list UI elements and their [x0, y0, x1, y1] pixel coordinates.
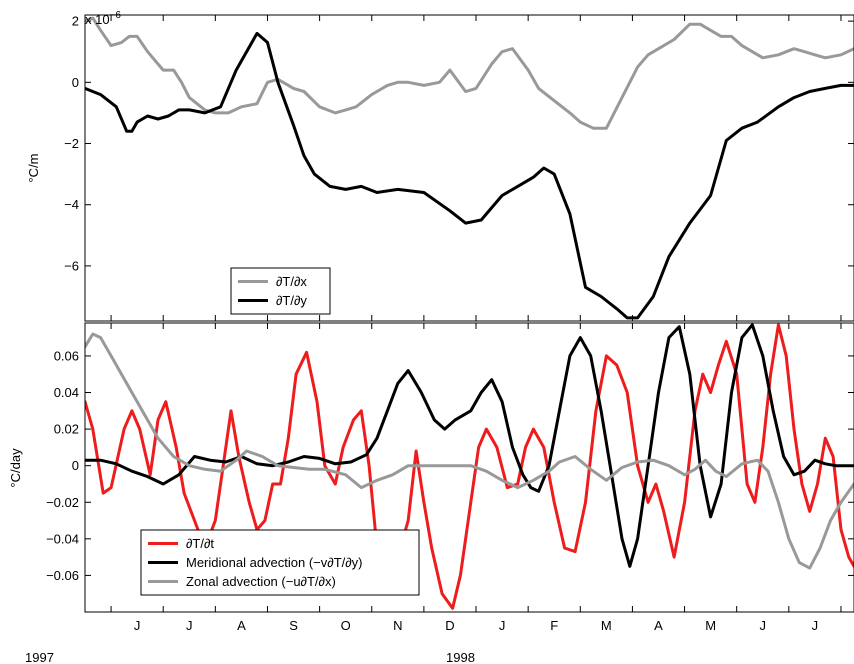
top-legend-box	[230, 267, 331, 315]
top-legend-label: ∂T/∂y	[276, 293, 307, 308]
bottom-y-axis-label: °C/day	[8, 448, 23, 488]
bottom-y-tick-label: 0	[72, 458, 79, 473]
bottom-y-tick-label: −0.04	[46, 531, 79, 546]
top-series-line-0	[85, 16, 854, 130]
bottom-y-tick-label: −0.06	[46, 568, 79, 583]
bottom-y-tick-label: 0.06	[54, 348, 79, 363]
bottom-legend-box	[140, 529, 420, 596]
top-series-line-1	[85, 31, 854, 320]
bottom-series-line-1	[85, 323, 854, 568]
top-y-axis-label: °C/m	[26, 153, 41, 182]
bottom-x-tick-label: A	[237, 618, 246, 633]
bottom-y-tick-label: −0.02	[46, 495, 79, 510]
bottom-y-tick-label: 0.04	[54, 385, 79, 400]
top-y-tick-label: 2	[72, 14, 79, 29]
top-legend-label: ∂T/∂x	[276, 274, 307, 289]
bottom-x-tick-label: J	[186, 618, 193, 633]
bottom-legend: ∂T/∂t Meridional advection (−v∂T/∂y) Zonal…	[140, 529, 420, 596]
bottom-x-tick-label: D	[445, 618, 454, 633]
top-plot-frame	[84, 14, 854, 322]
bottom-x-tick-label: A	[654, 618, 663, 633]
bottom-x-tick-label: J	[812, 618, 819, 633]
bottom-panel: 0.06 0.04 0.02 0 −0.02 −0.04 −0.06 J J A S O N D J F M A M…	[46, 322, 854, 633]
year-label: 1998	[446, 650, 475, 664]
bottom-x-tick-label: M	[601, 618, 612, 633]
bottom-x-tick-label: J	[134, 618, 141, 633]
bottom-plot-frame	[84, 322, 854, 613]
bottom-x-tick-label: M	[705, 618, 716, 633]
bottom-legend-label: ∂T/∂t	[186, 536, 214, 551]
top-y-tick-label: −2	[64, 136, 79, 151]
top-y-tick-label: −6	[64, 258, 79, 273]
bottom-x-tick-label: N	[393, 618, 402, 633]
bottom-y-tick-label: 0.02	[54, 422, 79, 437]
top-axis-exponent: x 10−6	[85, 10, 121, 27]
year-label: 1997	[25, 650, 54, 664]
bottom-legend-label: Zonal advection (−u∂T/∂x)	[186, 574, 336, 589]
bottom-x-tick-label: O	[341, 618, 351, 633]
top-legend: ∂T/∂x ∂T/∂y	[230, 267, 331, 315]
top-panel: 2 0 −2 −4 −6	[64, 14, 854, 322]
bottom-x-tick-label: J	[499, 618, 506, 633]
year-labels: 1997 1998	[25, 650, 475, 664]
bottom-x-tick-label: J	[760, 618, 767, 633]
bottom-legend-label: Meridional advection (−v∂T/∂y)	[186, 555, 363, 570]
top-y-tick-label: 0	[72, 75, 79, 90]
bottom-x-tick-label: F	[550, 618, 558, 633]
bottom-series-line-2	[85, 332, 854, 570]
bottom-x-tick-label: S	[289, 618, 298, 633]
bottom-series-line-0	[85, 323, 854, 610]
top-y-tick-label: −4	[64, 197, 79, 212]
